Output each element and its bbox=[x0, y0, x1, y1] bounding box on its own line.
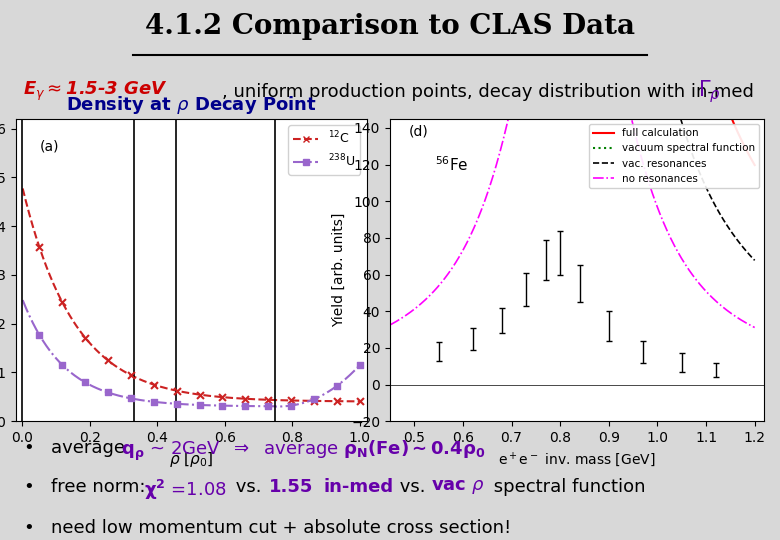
Point bbox=[216, 401, 229, 410]
Text: •: • bbox=[23, 478, 34, 496]
Point bbox=[285, 401, 297, 410]
vac. resonances bbox=[694, 167, 704, 173]
Point bbox=[262, 402, 275, 410]
Text: spectral function: spectral function bbox=[488, 478, 645, 496]
Text: in-med: in-med bbox=[324, 478, 394, 496]
Point bbox=[285, 396, 297, 405]
no resonances bbox=[717, 303, 726, 309]
Point bbox=[308, 396, 321, 405]
X-axis label: e$^+$e$^-$ inv. mass [GeV]: e$^+$e$^-$ inv. mass [GeV] bbox=[498, 450, 656, 469]
Point bbox=[353, 397, 366, 406]
Point bbox=[33, 242, 45, 251]
vacuum spectral function bbox=[750, 112, 760, 119]
Point bbox=[125, 394, 137, 403]
Text: $\Gamma_\rho$: $\Gamma_\rho$ bbox=[698, 78, 721, 105]
Text: vs.: vs. bbox=[230, 478, 268, 496]
Text: (a): (a) bbox=[41, 140, 59, 154]
Point bbox=[239, 402, 252, 410]
full calculation bbox=[717, 90, 726, 96]
Point bbox=[216, 393, 229, 401]
Point bbox=[101, 356, 114, 364]
Text: vs.: vs. bbox=[394, 478, 431, 496]
Point bbox=[79, 378, 91, 387]
Text: (d): (d) bbox=[409, 125, 428, 139]
Point bbox=[308, 395, 321, 403]
Point bbox=[170, 400, 183, 408]
Point bbox=[147, 397, 160, 406]
Text: 1.55: 1.55 bbox=[269, 478, 314, 496]
Point bbox=[147, 380, 160, 389]
Point bbox=[56, 361, 69, 369]
no resonances bbox=[750, 324, 760, 330]
Line: no resonances: no resonances bbox=[390, 0, 755, 327]
Line: vac. resonances: vac. resonances bbox=[390, 0, 755, 260]
Text: E$_\gamma$$\approx$1.5-3 GeV: E$_\gamma$$\approx$1.5-3 GeV bbox=[23, 80, 168, 103]
Text: average: average bbox=[51, 439, 130, 457]
full calculation bbox=[694, 12, 704, 18]
Text: •: • bbox=[23, 439, 34, 457]
Point bbox=[193, 390, 206, 399]
Point bbox=[33, 330, 45, 339]
Point bbox=[331, 397, 343, 406]
Text: need low momentum cut + absolute cross section!: need low momentum cut + absolute cross s… bbox=[51, 518, 511, 537]
Point bbox=[56, 298, 69, 306]
Text: , uniform production points, decay distribution with in-med: , uniform production points, decay distr… bbox=[222, 83, 760, 101]
no resonances bbox=[385, 322, 395, 328]
Point bbox=[353, 361, 366, 369]
Line: full calculation: full calculation bbox=[390, 0, 755, 165]
Text: 4.1.2 Comparison to CLAS Data: 4.1.2 Comparison to CLAS Data bbox=[145, 13, 635, 40]
vac. resonances bbox=[750, 257, 760, 264]
vac. resonances bbox=[717, 214, 726, 220]
Text: $\mathbf{\chi^2}$ =1.08: $\mathbf{\chi^2}$ =1.08 bbox=[144, 478, 227, 502]
Y-axis label: Yield [arb. units]: Yield [arb. units] bbox=[332, 213, 346, 327]
Point bbox=[170, 387, 183, 395]
no resonances bbox=[387, 321, 396, 328]
Text: $^{56}$Fe: $^{56}$Fe bbox=[435, 155, 469, 174]
Point bbox=[79, 333, 91, 342]
no resonances bbox=[610, 32, 619, 39]
Line: vacuum spectral function: vacuum spectral function bbox=[390, 0, 755, 116]
Point bbox=[193, 401, 206, 409]
Text: free norm:: free norm: bbox=[51, 478, 151, 496]
full calculation bbox=[750, 162, 760, 168]
Text: vac $\rho$: vac $\rho$ bbox=[431, 478, 484, 496]
Legend: full calculation, vacuum spectral function, vac. resonances, no resonances: full calculation, vacuum spectral functi… bbox=[589, 124, 759, 188]
Point bbox=[101, 388, 114, 397]
Point bbox=[239, 394, 252, 403]
X-axis label: $\rho$ [$\rho_0$]: $\rho$ [$\rho_0$] bbox=[169, 450, 213, 469]
Point bbox=[331, 382, 343, 390]
vac. resonances bbox=[387, 86, 396, 93]
no resonances bbox=[604, 0, 613, 5]
Text: •: • bbox=[23, 518, 34, 537]
no resonances bbox=[694, 280, 704, 286]
Point bbox=[262, 395, 275, 404]
Legend: $^{12}$C, $^{238}$U: $^{12}$C, $^{238}$U bbox=[288, 125, 360, 174]
vacuum spectral function bbox=[717, 13, 726, 19]
Text: $\mathbf{q_\rho}$ ~ 2GeV  $\Rightarrow$  average $\mathbf{\rho_N(Fe) \sim 0.4\rh: $\mathbf{q_\rho}$ ~ 2GeV $\Rightarrow$ a… bbox=[121, 439, 485, 463]
Title: Density at $\rho$ Decay Point: Density at $\rho$ Decay Point bbox=[66, 94, 317, 117]
vac. resonances bbox=[385, 92, 395, 98]
Point bbox=[125, 371, 137, 380]
